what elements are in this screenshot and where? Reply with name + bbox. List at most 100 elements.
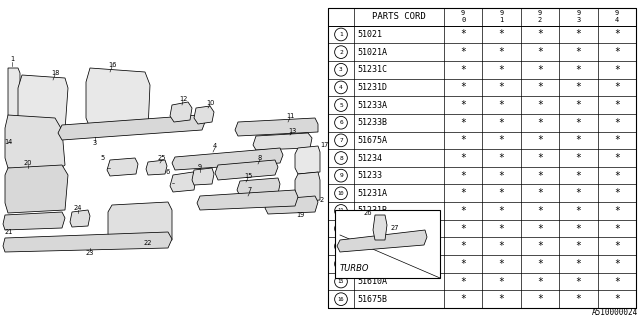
Text: 12: 12	[338, 226, 344, 231]
Text: *: *	[460, 259, 466, 269]
Polygon shape	[295, 146, 320, 174]
Text: 15: 15	[244, 173, 252, 179]
Text: *: *	[460, 29, 466, 39]
Text: 1: 1	[10, 56, 14, 62]
Text: 51233A: 51233A	[357, 100, 387, 109]
Text: 5: 5	[100, 155, 105, 161]
Text: *: *	[499, 153, 504, 163]
Text: 9
0: 9 0	[461, 10, 465, 23]
Text: 20: 20	[24, 160, 32, 166]
Text: *: *	[537, 135, 543, 145]
Text: *: *	[575, 100, 581, 110]
Circle shape	[335, 81, 348, 94]
Text: *: *	[614, 241, 620, 251]
Text: 8: 8	[258, 155, 262, 161]
Polygon shape	[3, 212, 65, 230]
Text: 9
3: 9 3	[576, 10, 580, 23]
Text: 2: 2	[320, 197, 324, 203]
Text: *: *	[460, 118, 466, 128]
Text: *: *	[537, 65, 543, 75]
Text: 51233D: 51233D	[357, 242, 387, 251]
Text: *: *	[460, 276, 466, 286]
Text: *: *	[537, 47, 543, 57]
Text: 51021: 51021	[357, 30, 382, 39]
Text: *: *	[460, 171, 466, 181]
Text: 13: 13	[288, 128, 296, 134]
Circle shape	[335, 152, 348, 164]
Polygon shape	[5, 165, 68, 213]
Polygon shape	[18, 75, 68, 130]
Text: *: *	[614, 83, 620, 92]
Text: *: *	[614, 224, 620, 234]
Text: *: *	[537, 276, 543, 286]
Text: 22: 22	[144, 240, 152, 246]
Text: 21: 21	[5, 229, 13, 235]
Text: 17: 17	[320, 142, 328, 148]
Text: *: *	[499, 65, 504, 75]
Text: *: *	[575, 118, 581, 128]
Circle shape	[335, 275, 348, 288]
Text: *: *	[499, 224, 504, 234]
Text: 9: 9	[339, 173, 343, 178]
Text: 7: 7	[339, 138, 343, 143]
Text: 11: 11	[286, 113, 294, 119]
Polygon shape	[3, 232, 172, 252]
Text: *: *	[460, 188, 466, 198]
Text: *: *	[614, 29, 620, 39]
Circle shape	[335, 187, 348, 200]
Circle shape	[335, 222, 348, 235]
Text: *: *	[537, 188, 543, 198]
Text: *: *	[614, 100, 620, 110]
Text: 51231C: 51231C	[357, 65, 387, 74]
Text: 8: 8	[339, 156, 343, 161]
Text: *: *	[460, 83, 466, 92]
Text: *: *	[460, 294, 466, 304]
Text: 9
1: 9 1	[499, 10, 504, 23]
Text: 51675B: 51675B	[357, 295, 387, 304]
Polygon shape	[108, 202, 172, 242]
Polygon shape	[170, 102, 192, 122]
Text: A510000024: A510000024	[592, 308, 638, 317]
Polygon shape	[215, 160, 278, 180]
Text: *: *	[614, 118, 620, 128]
Text: *: *	[575, 29, 581, 39]
Polygon shape	[70, 210, 90, 227]
Polygon shape	[197, 190, 298, 210]
Text: *: *	[499, 241, 504, 251]
Text: *: *	[460, 65, 466, 75]
Text: 51231B: 51231B	[357, 206, 387, 215]
Circle shape	[335, 293, 348, 306]
Polygon shape	[146, 160, 167, 175]
Text: *: *	[614, 171, 620, 181]
Polygon shape	[170, 172, 196, 192]
Text: *: *	[499, 83, 504, 92]
Text: 3: 3	[339, 67, 343, 72]
Text: *: *	[614, 276, 620, 286]
Text: *: *	[614, 135, 620, 145]
Text: *: *	[575, 276, 581, 286]
Text: *: *	[537, 224, 543, 234]
Text: *: *	[499, 294, 504, 304]
Text: 24: 24	[74, 205, 83, 211]
Text: *: *	[499, 100, 504, 110]
Circle shape	[335, 28, 348, 41]
Polygon shape	[194, 106, 214, 124]
Text: *: *	[499, 259, 504, 269]
Text: 6: 6	[166, 169, 170, 175]
Text: *: *	[499, 29, 504, 39]
Text: 51233C: 51233C	[357, 224, 387, 233]
Text: 13: 13	[338, 244, 344, 249]
Circle shape	[335, 258, 348, 270]
Circle shape	[335, 116, 348, 129]
Text: *: *	[537, 83, 543, 92]
Polygon shape	[235, 118, 318, 136]
Circle shape	[335, 63, 348, 76]
Text: 14: 14	[4, 139, 12, 145]
Text: 51233: 51233	[357, 171, 382, 180]
Text: *: *	[499, 171, 504, 181]
Polygon shape	[58, 115, 205, 140]
Text: *: *	[614, 65, 620, 75]
Text: 10: 10	[338, 191, 344, 196]
Text: *: *	[575, 294, 581, 304]
Text: 51610: 51610	[357, 260, 382, 268]
